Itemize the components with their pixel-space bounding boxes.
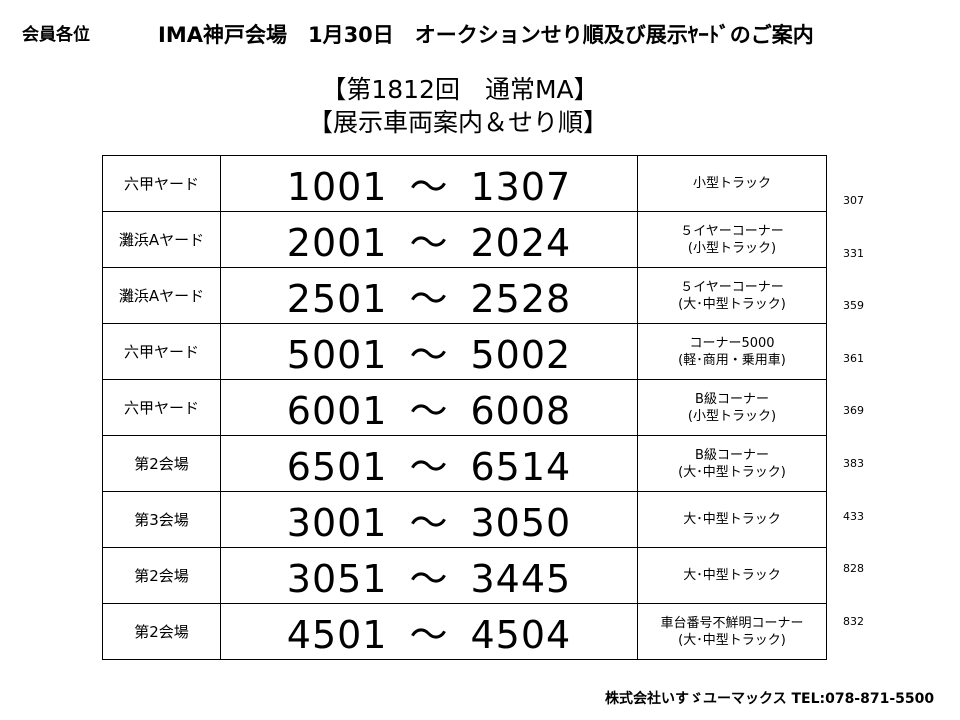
lot-end: 1307	[470, 165, 572, 209]
cumulative-count: 383	[843, 457, 864, 470]
category-line: 大･中型トラック	[683, 512, 781, 527]
cumulative-count: 433	[843, 509, 864, 523]
cumulative-count: 369	[843, 404, 864, 418]
category-line: B級コーナー	[695, 391, 769, 407]
category-line: B級コーナー	[695, 447, 769, 463]
table-row: 第2会場 6501 ～ 6514 B級コーナー (大･中型トラック)	[102, 435, 827, 492]
table-row: 第2会場 3051 ～ 3445 大･中型トラック	[102, 547, 827, 604]
category-line: (大･中型トラック)	[678, 464, 786, 480]
category-cell: B級コーナー (小型トラック)	[637, 379, 827, 436]
category-cell: B級コーナー (大･中型トラック)	[637, 435, 827, 492]
cumulative-count: 331	[843, 246, 864, 260]
category-line: (小型トラック)	[687, 408, 777, 424]
lot-range-cell: 4501 ～ 4504	[220, 603, 638, 660]
lot-end: 4504	[470, 613, 572, 657]
category-line: ５イヤーコーナー	[680, 223, 784, 239]
lot-end: 6514	[470, 445, 572, 489]
cumulative-count: 832	[843, 614, 864, 628]
yard-cell: 第2会場	[102, 435, 221, 492]
range-separator: ～	[409, 613, 449, 657]
lot-start: 6501	[286, 445, 388, 489]
range-separator: ～	[409, 333, 449, 377]
category-line: (軽･商用・乗用車)	[678, 352, 786, 368]
category-line: (大･中型トラック)	[678, 296, 786, 312]
lot-end: 3445	[470, 557, 572, 601]
range-separator: ～	[409, 277, 449, 321]
lot-range-cell: 2001 ～ 2024	[220, 211, 638, 268]
session-subtitle: 【第1812回 通常MA】	[321, 75, 599, 104]
lot-start: 3001	[286, 501, 388, 545]
yard-cell: 第2会場	[102, 547, 221, 604]
lot-end: 5002	[470, 333, 572, 377]
lot-start: 1001	[286, 165, 388, 209]
yard-cell: 第2会場	[102, 603, 221, 660]
company-contact: 株式会社いすゞユーマックス TEL:078-871-5500	[605, 691, 935, 707]
lot-range-cell: 3001 ～ 3050	[220, 491, 638, 548]
lot-start: 2001	[286, 221, 388, 265]
table-row: 六甲ヤード 6001 ～ 6008 B級コーナー (小型トラック)	[102, 379, 827, 436]
category-line: 大･中型トラック	[683, 568, 781, 583]
lot-range-cell: 3051 ～ 3445	[220, 547, 638, 604]
page-title: IMA神戸会場 1月30日 オークションせり順及び展示ﾔｰﾄﾞのご案内	[158, 23, 814, 47]
category-line: コーナー5000	[689, 335, 775, 351]
category-line: 小型トラック	[692, 176, 771, 191]
category-line: (大･中型トラック)	[678, 632, 786, 648]
lot-range-cell: 5001 ～ 5002	[220, 323, 638, 380]
category-cell: ５イヤーコーナー (大･中型トラック)	[637, 267, 827, 324]
table-row: 第3会場 3001 ～ 3050 大･中型トラック	[102, 491, 827, 548]
category-cell: コーナー5000 (軽･商用・乗用車)	[637, 323, 827, 380]
lot-end: 2528	[470, 277, 572, 321]
lot-start: 4501	[286, 613, 388, 657]
table-row: 六甲ヤード 1001 ～ 1307 小型トラック	[102, 155, 827, 212]
table-row: 灘浜Aヤード 2501 ～ 2528 ５イヤーコーナー (大･中型トラック)	[102, 267, 827, 324]
yard-cell: 第3会場	[102, 491, 221, 548]
table-row: 第2会場 4501 ～ 4504 車台番号不鮮明コーナー (大･中型トラック)	[102, 603, 827, 660]
cumulative-count: 828	[843, 562, 864, 576]
lot-range-cell: 2501 ～ 2528	[220, 267, 638, 324]
category-line: ５イヤーコーナー	[680, 279, 784, 295]
yard-cell: 灘浜Aヤード	[102, 211, 221, 268]
lot-start: 5001	[286, 333, 388, 377]
category-cell: 車台番号不鮮明コーナー (大･中型トラック)	[637, 603, 827, 660]
yard-cell: 六甲ヤード	[102, 323, 221, 380]
yard-cell: 灘浜Aヤード	[102, 267, 221, 324]
category-cell: 小型トラック	[637, 155, 827, 212]
category-cell: ５イヤーコーナー (小型トラック)	[637, 211, 827, 268]
range-separator: ～	[409, 221, 449, 265]
lot-start: 3051	[286, 557, 388, 601]
cumulative-count: 359	[843, 299, 864, 313]
lot-range-cell: 1001 ～ 1307	[220, 155, 638, 212]
category-cell: 大･中型トラック	[637, 547, 827, 604]
table-body: 六甲ヤード 1001 ～ 1307 小型トラック灘浜Aヤード 2001 ～ 2024 ５イヤーコ…	[102, 155, 827, 660]
range-separator: ～	[409, 557, 449, 601]
category-cell: 大･中型トラック	[637, 491, 827, 548]
table-row: 灘浜Aヤード 2001 ～ 2024 ５イヤーコーナー (小型トラック)	[102, 211, 827, 268]
auction-order-table: 六甲ヤード 1001 ～ 1307 小型トラック灘浜Aヤード 2001 ～ 2024 ５イヤーコ…	[102, 155, 827, 660]
lot-start: 6001	[286, 389, 388, 433]
range-separator: ～	[409, 389, 449, 433]
guide-subtitle: 【展示車両案内＆せり順】	[307, 108, 608, 137]
range-separator: ～	[409, 445, 449, 489]
lot-range-cell: 6501 ～ 6514	[220, 435, 638, 492]
cumulative-count: 361	[843, 351, 864, 365]
range-separator: ～	[409, 165, 449, 209]
cumulative-count: 307	[843, 194, 864, 207]
lot-end: 6008	[470, 389, 572, 433]
category-line: (小型トラック)	[687, 240, 777, 256]
lot-end: 2024	[470, 221, 572, 265]
table-row: 六甲ヤード 5001 ～ 5002 コーナー5000 (軽･商用・乗用車)	[102, 323, 827, 380]
category-line: 車台番号不鮮明コーナー	[660, 615, 804, 631]
yard-cell: 六甲ヤード	[102, 379, 221, 436]
range-separator: ～	[409, 501, 449, 545]
recipient-label: 会員各位	[22, 25, 90, 45]
lot-end: 3050	[470, 501, 572, 545]
lot-start: 2501	[286, 277, 388, 321]
lot-range-cell: 6001 ～ 6008	[220, 379, 638, 436]
yard-cell: 六甲ヤード	[102, 155, 221, 212]
